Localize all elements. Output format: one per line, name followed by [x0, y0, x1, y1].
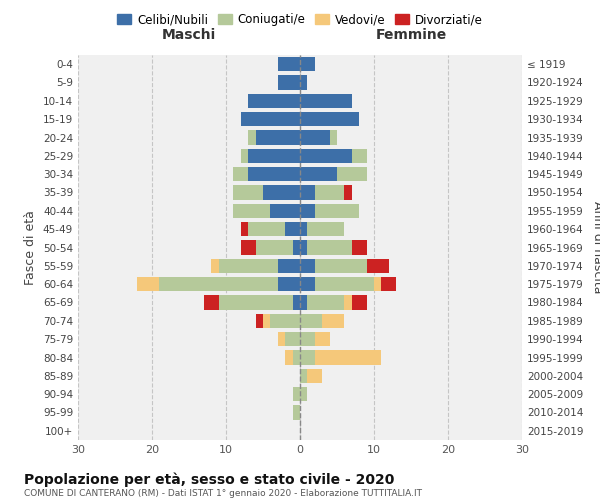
Bar — [218, 258, 278, 273]
Bar — [285, 222, 300, 236]
Bar — [300, 94, 352, 108]
Bar — [256, 130, 300, 144]
Bar — [211, 258, 218, 273]
Bar — [337, 167, 367, 182]
Bar — [218, 296, 293, 310]
Bar — [307, 240, 352, 254]
Bar — [315, 332, 329, 346]
Bar — [322, 314, 344, 328]
Bar — [374, 277, 382, 291]
Text: Maschi: Maschi — [162, 28, 216, 42]
Bar — [263, 314, 271, 328]
Bar — [315, 350, 382, 364]
Bar — [300, 222, 307, 236]
Bar — [300, 368, 307, 383]
Bar — [300, 240, 307, 254]
Text: Femmine: Femmine — [376, 28, 446, 42]
Bar — [137, 277, 160, 291]
Bar — [204, 296, 218, 310]
Y-axis label: Anni di nascita: Anni di nascita — [590, 201, 600, 294]
Bar — [241, 222, 248, 236]
Bar — [300, 57, 315, 72]
Bar — [315, 258, 367, 273]
Bar — [300, 296, 307, 310]
Bar — [248, 222, 285, 236]
Bar — [233, 186, 263, 200]
Bar — [344, 186, 352, 200]
Bar — [344, 296, 352, 310]
Bar — [278, 57, 300, 72]
Bar — [300, 112, 359, 126]
Bar — [315, 186, 344, 200]
Bar — [315, 277, 374, 291]
Bar — [293, 296, 300, 310]
Bar — [307, 296, 344, 310]
Bar — [300, 258, 315, 273]
Bar — [300, 186, 315, 200]
Bar — [248, 94, 300, 108]
Bar — [300, 167, 337, 182]
Bar — [382, 277, 396, 291]
Bar — [278, 332, 285, 346]
Bar — [285, 350, 293, 364]
Legend: Celibi/Nubili, Coniugati/e, Vedovi/e, Divorziati/e: Celibi/Nubili, Coniugati/e, Vedovi/e, Di… — [112, 8, 488, 31]
Bar — [300, 277, 315, 291]
Bar — [329, 130, 337, 144]
Bar — [248, 167, 300, 182]
Bar — [300, 387, 307, 402]
Bar — [248, 148, 300, 163]
Bar — [352, 148, 367, 163]
Bar — [367, 258, 389, 273]
Bar — [263, 186, 300, 200]
Bar — [278, 76, 300, 90]
Bar — [241, 148, 248, 163]
Bar — [300, 76, 307, 90]
Bar — [271, 204, 300, 218]
Bar — [233, 204, 271, 218]
Bar — [293, 387, 300, 402]
Bar — [278, 277, 300, 291]
Bar — [293, 350, 300, 364]
Bar — [300, 130, 329, 144]
Text: COMUNE DI CANTERANO (RM) - Dati ISTAT 1° gennaio 2020 - Elaborazione TUTTITALIA.: COMUNE DI CANTERANO (RM) - Dati ISTAT 1°… — [24, 489, 422, 498]
Bar — [300, 148, 352, 163]
Bar — [307, 222, 344, 236]
Bar — [248, 130, 256, 144]
Bar — [271, 314, 300, 328]
Bar — [256, 314, 263, 328]
Bar — [256, 240, 293, 254]
Bar — [293, 240, 300, 254]
Bar — [293, 406, 300, 419]
Text: Popolazione per età, sesso e stato civile - 2020: Popolazione per età, sesso e stato civil… — [24, 472, 394, 487]
Bar — [233, 167, 248, 182]
Bar — [352, 296, 367, 310]
Bar — [307, 368, 322, 383]
Y-axis label: Fasce di età: Fasce di età — [25, 210, 37, 285]
Bar — [300, 350, 315, 364]
Bar — [278, 258, 300, 273]
Bar — [352, 240, 367, 254]
Bar — [241, 112, 300, 126]
Bar — [300, 332, 315, 346]
Bar — [315, 204, 359, 218]
Bar — [285, 332, 300, 346]
Bar — [300, 204, 315, 218]
Bar — [160, 277, 278, 291]
Bar — [300, 314, 322, 328]
Bar — [241, 240, 256, 254]
